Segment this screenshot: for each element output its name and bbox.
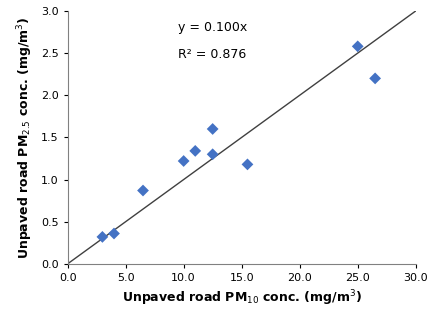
Point	[99, 234, 105, 239]
Text: R² = 0.876: R² = 0.876	[178, 48, 246, 61]
Point	[209, 126, 216, 131]
Point	[139, 188, 146, 193]
Point	[110, 231, 117, 236]
Text: y = 0.100x: y = 0.100x	[178, 21, 247, 34]
Point	[191, 148, 198, 153]
Point	[180, 158, 187, 163]
Point	[371, 76, 378, 81]
Point	[209, 152, 216, 157]
Y-axis label: Unpaved road PM$_{2.5}$ conc. (mg/m$^{3}$): Unpaved road PM$_{2.5}$ conc. (mg/m$^{3}…	[16, 16, 35, 259]
Point	[243, 162, 250, 167]
X-axis label: Unpaved road PM$_{10}$ conc. (mg/m$^{3}$): Unpaved road PM$_{10}$ conc. (mg/m$^{3}$…	[122, 289, 361, 308]
Point	[353, 44, 360, 49]
